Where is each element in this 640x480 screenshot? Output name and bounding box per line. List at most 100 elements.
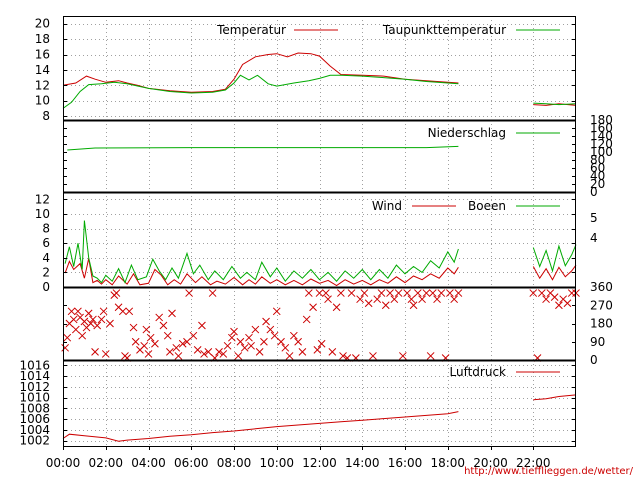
winddir-point-71 — [285, 352, 294, 360]
series-line-temp-0-0 — [62, 52, 459, 93]
winddir-point-33 — [146, 333, 155, 342]
xtick-label-11: 22:00 — [516, 456, 551, 470]
ytick-winddir-3: 270 — [590, 298, 613, 312]
xtick-label-8: 16:00 — [388, 456, 423, 470]
winddir-point-54 — [223, 341, 232, 350]
winddir-point-11 — [84, 309, 93, 318]
winddir-point-52 — [215, 348, 223, 356]
ytick-pressure-2: 1006 — [19, 412, 50, 426]
legend-label-temp-1: Taupunkttemperatur — [382, 23, 506, 37]
xtick-label-5: 10:00 — [259, 456, 294, 470]
winddir-point-13 — [89, 315, 97, 324]
winddir-point-61 — [247, 341, 255, 350]
ytick-pressure-0: 1002 — [19, 434, 50, 448]
xtick-label-4: 08:00 — [217, 456, 252, 470]
winddir-point-12 — [86, 319, 95, 328]
winddir-point-32 — [144, 350, 153, 358]
winddir-point-23 — [118, 307, 127, 316]
series-line-wind-0-1 — [532, 264, 577, 281]
winddir-point-14 — [91, 348, 99, 356]
winddir-point-50 — [208, 289, 217, 297]
winddir-point-30 — [140, 341, 149, 350]
winddir-point-35 — [155, 313, 164, 322]
winddir-point-115 — [529, 289, 538, 297]
winddir-point-41 — [174, 352, 183, 360]
winddir-point-65 — [262, 317, 270, 326]
winddir-point-70 — [281, 343, 290, 352]
ytick-winddir-4: 360 — [590, 280, 613, 294]
ytick-temp-2: 12 — [35, 78, 50, 92]
winddir-point-84 — [332, 303, 341, 312]
winddir-point-96 — [381, 301, 390, 310]
ytick-wind-4: 8 — [42, 222, 50, 236]
ytick-rain-9: 180 — [590, 113, 613, 127]
winddir-point-44 — [185, 289, 193, 297]
winddir-point-1 — [63, 333, 72, 342]
winddir-point-93 — [369, 352, 377, 360]
xtick-label-10: 20:00 — [473, 456, 508, 470]
legend-label-temp-0: Temperatur — [216, 23, 286, 37]
winddir-point-36 — [159, 321, 168, 330]
winddir-point-101 — [403, 289, 411, 297]
winddir-point-3 — [67, 307, 76, 316]
ytick-temp-6: 20 — [35, 17, 50, 31]
winddir-point-103 — [409, 301, 418, 310]
winddir-point-118 — [542, 295, 550, 304]
winddir-point-73 — [294, 337, 302, 346]
winddir-point-99 — [394, 289, 403, 297]
winddir-point-123 — [563, 299, 572, 308]
winddir-point-78 — [313, 346, 322, 354]
winddir-point-108 — [428, 289, 437, 297]
winddir-point-5 — [71, 325, 80, 334]
winddir-point-83 — [328, 348, 337, 356]
winddir-point-6 — [74, 307, 82, 316]
winddir-point-56 — [230, 327, 238, 336]
ytick-wind-0: 0 — [42, 280, 50, 294]
winddir-point-91 — [360, 289, 369, 297]
footer-url: http://www.tiefflieggen.de/wetter/ — [464, 466, 634, 477]
winddir-point-53 — [219, 350, 228, 358]
ytick-rain-2: 40 — [590, 169, 605, 183]
winddir-point-121 — [555, 301, 563, 310]
winddir-point-8 — [78, 331, 87, 340]
winddir-point-92 — [364, 299, 373, 308]
winddir-point-105 — [418, 295, 426, 304]
series-line-wind-1-0 — [64, 220, 459, 284]
xtick-label-2: 04:00 — [131, 456, 166, 470]
ytick-rain-0: 0 — [590, 185, 598, 199]
series-line-temp-1-0 — [62, 74, 459, 109]
legend-label-wind-0: Wind — [372, 199, 402, 213]
ytick-wind-2: 4 — [42, 251, 50, 265]
winddir-point-109 — [433, 295, 441, 304]
winddir-point-94 — [373, 295, 382, 304]
ytick-wind-1: 2 — [42, 265, 50, 279]
xtick-label-9: 18:00 — [430, 456, 465, 470]
winddir-point-75 — [302, 315, 311, 324]
ytick-wind-3: 6 — [42, 236, 50, 250]
winddir-point-34 — [151, 339, 159, 348]
ytick-pressure-7: 1016 — [19, 358, 50, 372]
ytick-rain-5: 100 — [590, 145, 613, 159]
winddir-point-47 — [198, 321, 206, 330]
winddir-point-97 — [386, 289, 394, 297]
winddir-point-100 — [399, 352, 407, 360]
winddir-point-55 — [228, 333, 236, 342]
legend-label-wind-1: Boeen — [468, 199, 506, 213]
legend-label-pressure-0: Luftdruck — [449, 365, 506, 379]
ytick-temp-1: 10 — [35, 94, 50, 108]
series-line-rain-0-0 — [67, 145, 459, 151]
winddir-point-102 — [407, 295, 416, 304]
winddir-point-21 — [112, 289, 121, 297]
winddir-point-81 — [322, 289, 330, 297]
ytick-pressure-1: 1004 — [19, 423, 50, 437]
ytick-rain-7: 140 — [590, 129, 613, 143]
winddir-point-58 — [236, 337, 245, 346]
ytick-rain-4: 80 — [590, 153, 605, 167]
y2tick-wind-0: 4 — [590, 231, 598, 245]
winddir-point-16 — [97, 315, 106, 324]
winddir-point-60 — [245, 333, 253, 342]
winddir-point-9 — [80, 317, 89, 326]
winddir-point-39 — [168, 309, 176, 318]
